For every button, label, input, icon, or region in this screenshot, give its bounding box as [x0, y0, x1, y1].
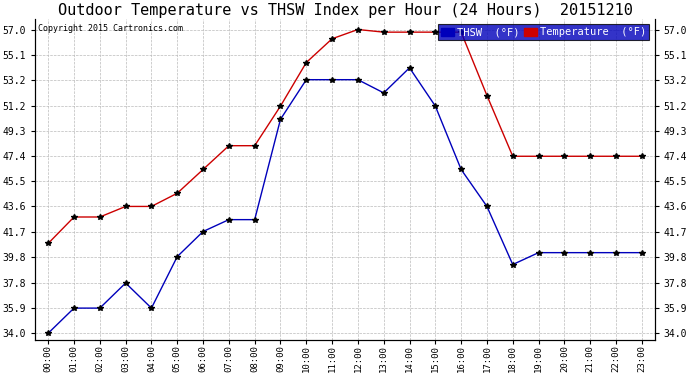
Legend: THSW  (°F), Temperature  (°F): THSW (°F), Temperature (°F) [438, 24, 649, 40]
Title: Outdoor Temperature vs THSW Index per Hour (24 Hours)  20151210: Outdoor Temperature vs THSW Index per Ho… [57, 3, 633, 18]
Text: Copyright 2015 Cartronics.com: Copyright 2015 Cartronics.com [39, 24, 184, 33]
